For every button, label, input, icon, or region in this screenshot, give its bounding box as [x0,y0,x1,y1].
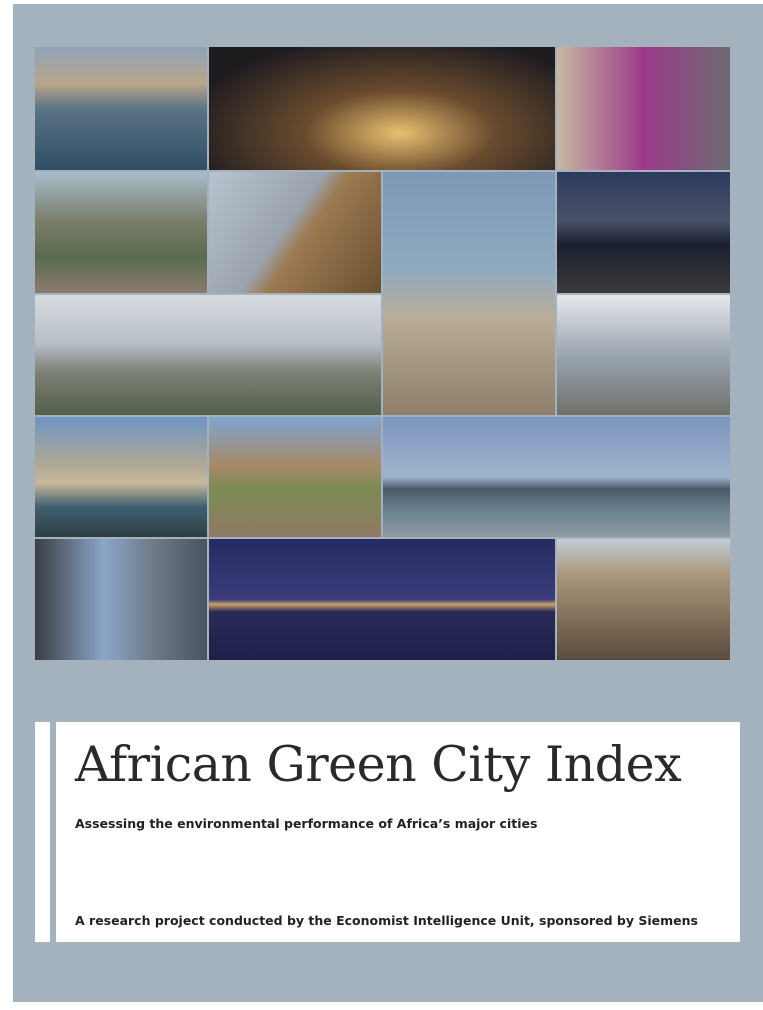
subtitle: Assessing the environmental performance … [75,816,537,831]
photo [35,417,207,537]
photo [209,539,555,660]
photo [209,417,381,537]
photo [35,295,381,415]
photo [209,47,555,170]
title-panel: African Green City Index Assessing the e… [35,722,740,942]
photo [557,47,730,170]
document: African Green City Index Assessing the e… [0,0,763,1010]
photo [383,172,555,415]
accent-bar [50,722,56,942]
photo [557,539,730,660]
credit: A research project conducted by the Econ… [75,913,698,928]
photo [35,539,207,660]
photo [35,47,207,170]
photo [383,417,730,537]
photo [35,172,207,293]
title: African Green City Index [75,736,681,793]
photo [209,172,381,293]
photo [557,295,730,415]
photo [557,172,730,293]
